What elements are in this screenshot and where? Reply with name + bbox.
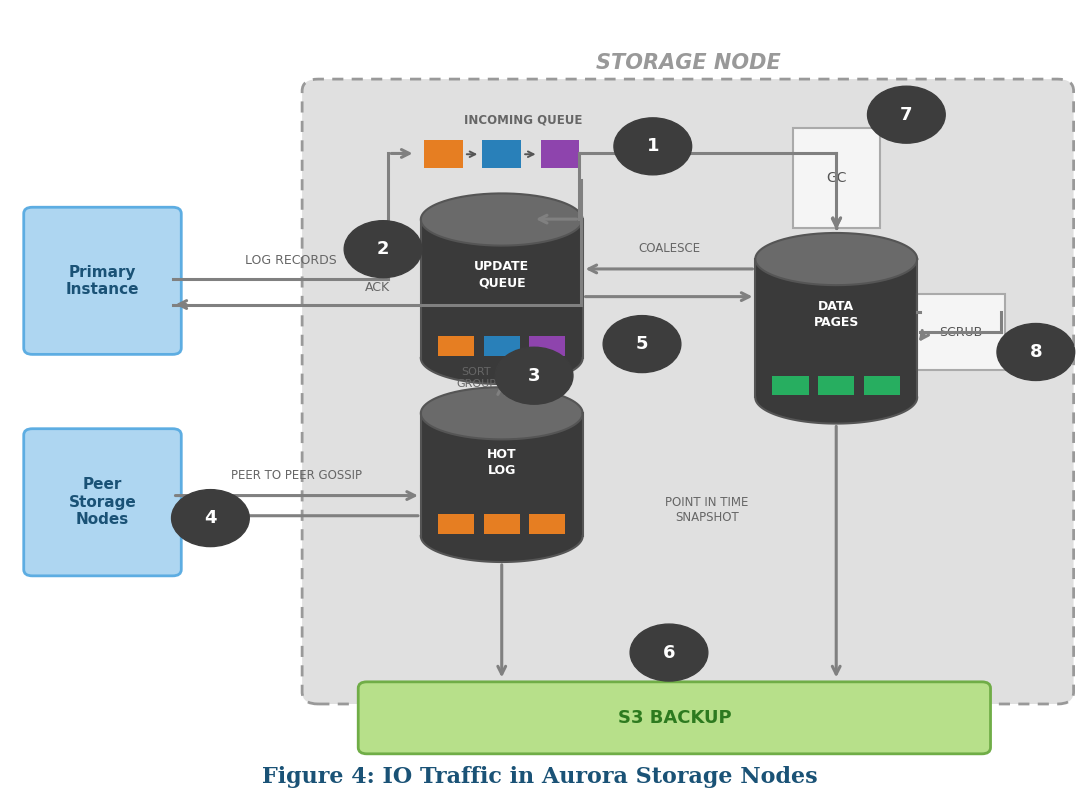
Bar — [773, 376, 809, 396]
Text: STORAGE NODE: STORAGE NODE — [596, 53, 781, 74]
Text: 2: 2 — [377, 240, 390, 258]
Text: HOT
LOG: HOT LOG — [487, 448, 517, 477]
Text: DATA
PAGES: DATA PAGES — [814, 300, 859, 329]
Ellipse shape — [421, 193, 583, 245]
Bar — [541, 140, 579, 168]
FancyBboxPatch shape — [302, 79, 1074, 704]
FancyBboxPatch shape — [917, 294, 1005, 370]
FancyBboxPatch shape — [24, 207, 181, 354]
Text: 3: 3 — [528, 367, 541, 384]
Circle shape — [495, 347, 573, 404]
Bar — [438, 514, 475, 534]
Bar — [529, 514, 565, 534]
Text: 4: 4 — [204, 509, 217, 527]
Bar — [529, 336, 565, 356]
Bar — [818, 376, 855, 396]
Circle shape — [344, 221, 422, 278]
FancyBboxPatch shape — [24, 429, 181, 576]
Text: PEER TO PEER GOSSIP: PEER TO PEER GOSSIP — [231, 469, 363, 482]
Circle shape — [630, 624, 708, 681]
Text: 6: 6 — [663, 644, 675, 661]
Text: 8: 8 — [1029, 343, 1042, 361]
Circle shape — [172, 490, 249, 547]
Bar — [483, 336, 520, 356]
Bar — [863, 376, 900, 396]
Circle shape — [868, 86, 945, 143]
Text: GC: GC — [827, 171, 847, 185]
Bar — [421, 219, 583, 358]
Ellipse shape — [421, 387, 583, 439]
Ellipse shape — [755, 233, 917, 285]
Text: 5: 5 — [636, 335, 648, 353]
Text: ACK: ACK — [365, 282, 391, 294]
Ellipse shape — [421, 510, 583, 562]
FancyBboxPatch shape — [793, 128, 880, 228]
Circle shape — [603, 316, 681, 373]
Bar — [483, 514, 520, 534]
Text: Figure 4: IO Traffic in Aurora Storage Nodes: Figure 4: IO Traffic in Aurora Storage N… — [262, 766, 817, 788]
Ellipse shape — [755, 371, 917, 424]
Text: COALESCE: COALESCE — [638, 243, 700, 255]
FancyBboxPatch shape — [358, 682, 991, 754]
Text: UPDATE
QUEUE: UPDATE QUEUE — [474, 260, 530, 290]
Text: S3 BACKUP: S3 BACKUP — [617, 709, 732, 727]
Text: SCRUB: SCRUB — [939, 326, 983, 339]
Text: POINT IN TIME
SNAPSHOT: POINT IN TIME SNAPSHOT — [665, 496, 749, 524]
Bar — [424, 140, 463, 168]
Text: INCOMING QUEUE: INCOMING QUEUE — [464, 114, 583, 127]
Text: LOG RECORDS: LOG RECORDS — [245, 255, 338, 267]
Bar — [755, 259, 917, 397]
Text: 7: 7 — [900, 106, 913, 123]
Circle shape — [997, 324, 1075, 380]
Text: Peer
Storage
Nodes: Peer Storage Nodes — [69, 478, 136, 527]
Ellipse shape — [421, 332, 583, 384]
Bar — [482, 140, 521, 168]
Bar — [438, 336, 475, 356]
Bar — [421, 413, 583, 536]
Text: 1: 1 — [646, 138, 659, 155]
Circle shape — [614, 118, 692, 175]
Text: SORT
GROUP: SORT GROUP — [456, 367, 496, 388]
Text: Primary
Instance: Primary Instance — [66, 265, 139, 297]
